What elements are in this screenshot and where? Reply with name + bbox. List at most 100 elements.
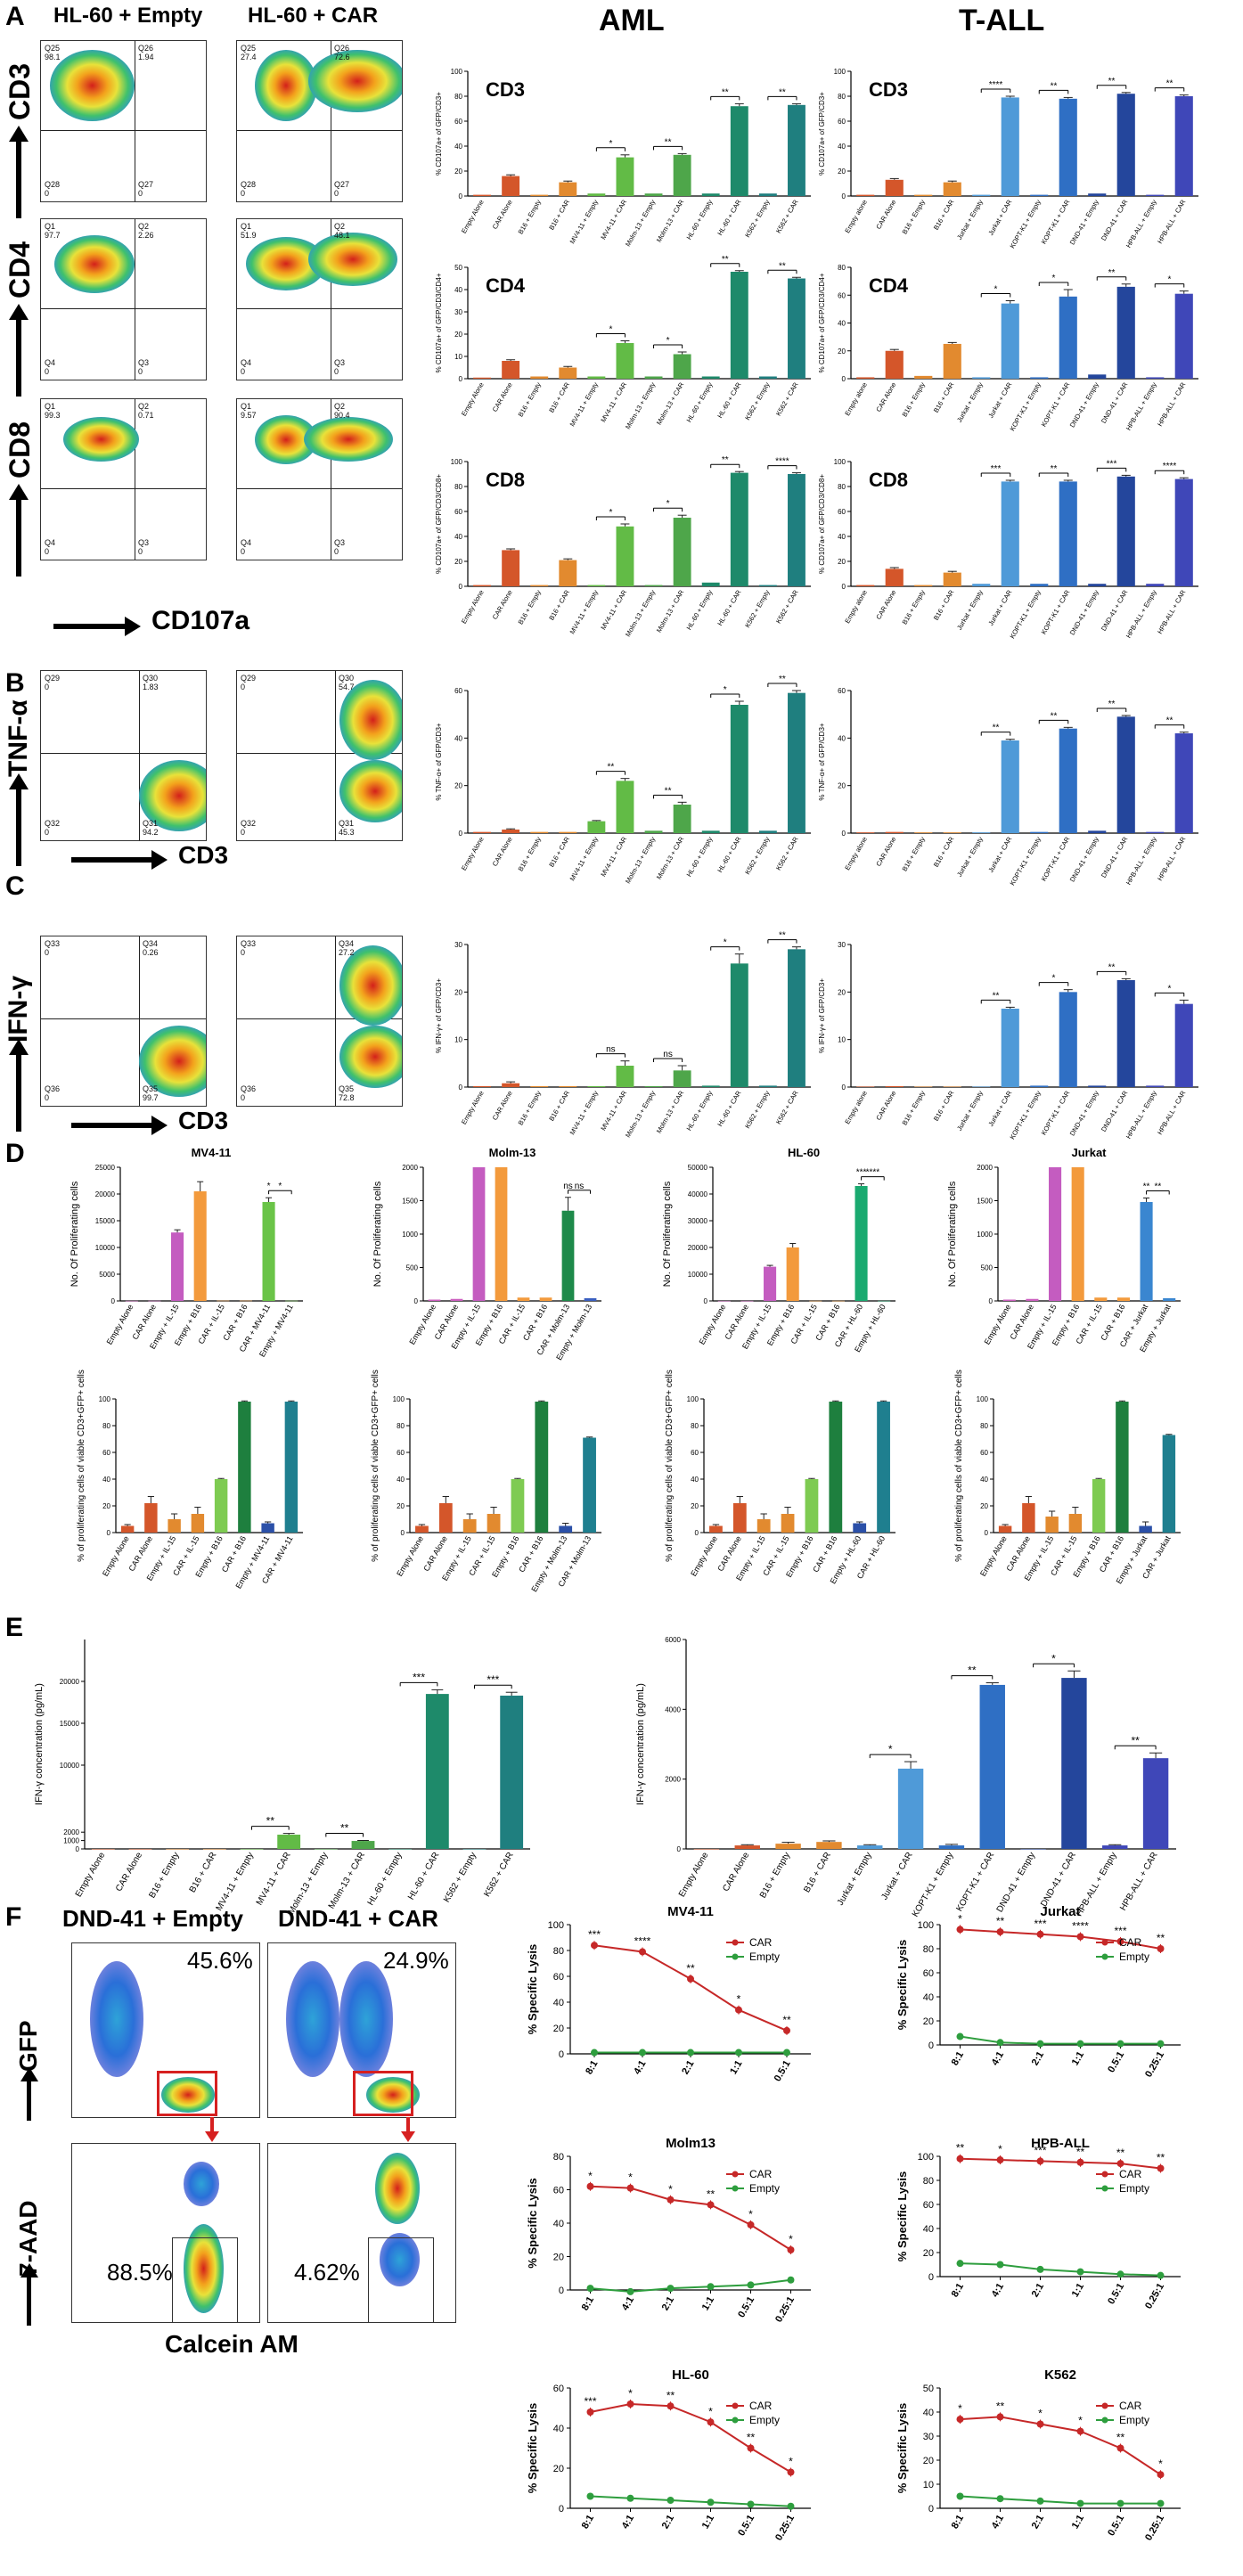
- chart-aml_ifn: 0 10 20 30 % IFN-γ+ of GFP/CD3+ Empty Alone CA…: [435, 931, 811, 1139]
- bar-9: [1116, 286, 1135, 379]
- category-label: Molm-13 + CAR: [655, 1089, 686, 1134]
- sig-label: *: [666, 499, 670, 509]
- data-point: [787, 2276, 795, 2284]
- category-label: K562 + CAR: [774, 835, 800, 871]
- category-label: KOPT-K1 + CAR: [954, 1851, 996, 1913]
- x-axis-label-ifn: CD3: [178, 1107, 229, 1134]
- y-tick-label: 100: [918, 2152, 934, 2163]
- y-tick-label: 0: [842, 192, 846, 200]
- sig-label: *: [888, 1743, 893, 1755]
- chart-title: CD8: [869, 469, 908, 491]
- pct-car-gfp: 24.9%: [383, 1947, 449, 1974]
- flow-f-aad-empty: [71, 2143, 260, 2323]
- bar-6: [559, 1525, 573, 1533]
- bar-5: [239, 1300, 252, 1302]
- bar-3: [559, 367, 577, 379]
- bar-0: [717, 1300, 731, 1302]
- bar-2: [472, 1167, 486, 1301]
- header-tall: T-ALL: [959, 4, 1045, 37]
- bar-3: [191, 1514, 205, 1533]
- x-tick-label: 0.5:1: [1106, 2050, 1126, 2075]
- bar-0: [428, 1299, 441, 1301]
- sig-label: **: [608, 763, 615, 773]
- y-axis-label: % of proliferating cells of viable CD3+G…: [954, 1370, 964, 1562]
- y-tick-label: 50: [923, 2384, 934, 2394]
- bar-7: [1059, 98, 1077, 196]
- y-tick-label: 40: [454, 286, 462, 294]
- y-axis-arrow: [27, 2081, 31, 2121]
- bar-3: [943, 832, 961, 833]
- category-label: Empty Alone: [105, 1303, 135, 1346]
- sig-label: *: [737, 1993, 741, 2006]
- bar-8: [701, 830, 720, 833]
- quadrant-ur-label: Q26 72.6: [334, 44, 350, 61]
- category-label: K562 + Empty: [743, 835, 772, 876]
- y-tick-label: 100: [451, 68, 463, 76]
- bar-11: [788, 692, 805, 833]
- y-axis-label: % IFN-γ+ of GFP/CD3+: [435, 978, 443, 1053]
- sig-label: *: [789, 2456, 793, 2468]
- y-tick-label: 0: [459, 192, 463, 200]
- legend-label: CAR: [1119, 2168, 1142, 2180]
- quadrant-ll-label: Q36 0: [45, 1084, 61, 1102]
- quadrant-horizontal-gate: [237, 130, 402, 131]
- y-axis-label: % CD107a+ of GFP/CD3/CD8+: [818, 474, 826, 574]
- category-label: HL-60 + Empty: [685, 380, 715, 423]
- category-label: CAR Alone: [491, 381, 514, 413]
- x-tick-label: 0.25:1: [1143, 2514, 1166, 2543]
- data-point: [591, 2049, 598, 2057]
- bar-11: [1174, 478, 1193, 586]
- sig-label: *: [994, 285, 998, 295]
- y-tick-label: 0: [842, 583, 846, 591]
- bar-2: [914, 375, 933, 379]
- category-label: Jurkat + Empty: [955, 588, 985, 631]
- bar-1: [128, 1849, 152, 1850]
- category-label: CAR + B16: [811, 1534, 838, 1574]
- bar-6: [1139, 1525, 1152, 1533]
- y-tick-label: 40: [553, 1998, 564, 2008]
- bar-2: [1049, 1167, 1062, 1301]
- category-label: HPB-ALL + Empty: [1124, 380, 1158, 431]
- bar-2: [530, 585, 549, 586]
- x-tick-label: 0.5:1: [736, 2295, 756, 2320]
- y-tick-label: 0: [414, 1297, 419, 1305]
- category-label: CAR Alone: [874, 381, 897, 413]
- category-label: KOPT-K1 + Empty: [1008, 588, 1043, 640]
- y-tick-label: 15000: [60, 1720, 80, 1728]
- bar-10: [462, 1849, 487, 1850]
- category-label: Jurkat + CAR: [986, 1089, 1013, 1128]
- cell-population: [339, 945, 402, 1026]
- bar-3: [781, 1514, 795, 1533]
- bar-1: [148, 1300, 161, 1302]
- category-label: DND-41 + CAR: [1100, 588, 1130, 633]
- series-line-empty: [960, 2035, 1161, 2045]
- y-tick-label: 20: [553, 2464, 564, 2474]
- data-point: [1116, 2499, 1124, 2507]
- category-label: K562 + Empty: [743, 380, 772, 421]
- legend-marker: [732, 1953, 739, 1960]
- bar-5: [616, 1066, 634, 1087]
- bar-4: [1092, 1479, 1106, 1533]
- sig-label: ****: [1163, 462, 1177, 471]
- chart-title: MV4-11: [192, 1146, 232, 1159]
- y-tick-label: 2000: [665, 1776, 681, 1784]
- category-label: KOPT-K1 + Empty: [1008, 380, 1043, 432]
- quadrant-ur-label: Q30 54.7: [339, 674, 355, 691]
- quadrant-lr-label: Q3 0: [334, 358, 346, 376]
- x-tick-label: 2:1: [1030, 2050, 1046, 2068]
- y-tick-label: 40: [454, 533, 462, 541]
- sig-label: **: [1076, 2146, 1085, 2158]
- bar-7: [284, 1402, 298, 1533]
- bar-5: [1001, 1009, 1019, 1087]
- category-label: CAR Alone: [491, 589, 514, 621]
- sig-label: ****: [1072, 1920, 1089, 1933]
- data-point: [586, 2492, 594, 2500]
- quadrant-ul-label: Q1 97.7: [45, 222, 61, 240]
- flow-plot-ifn-empty: Q33 0 Q34 0.26 Q36 0 Q35 99.7: [40, 936, 207, 1107]
- y-tick-label: 20000: [688, 1244, 708, 1252]
- y-tick-label: 40000: [688, 1190, 708, 1198]
- quadrant-horizontal-gate: [237, 1018, 402, 1019]
- chart-d_mv411_count: 0 5000 10000 15000 20000 25000 MV4-11 No. Of Pr…: [70, 1146, 303, 1359]
- sig-label: ***: [1034, 1918, 1046, 1930]
